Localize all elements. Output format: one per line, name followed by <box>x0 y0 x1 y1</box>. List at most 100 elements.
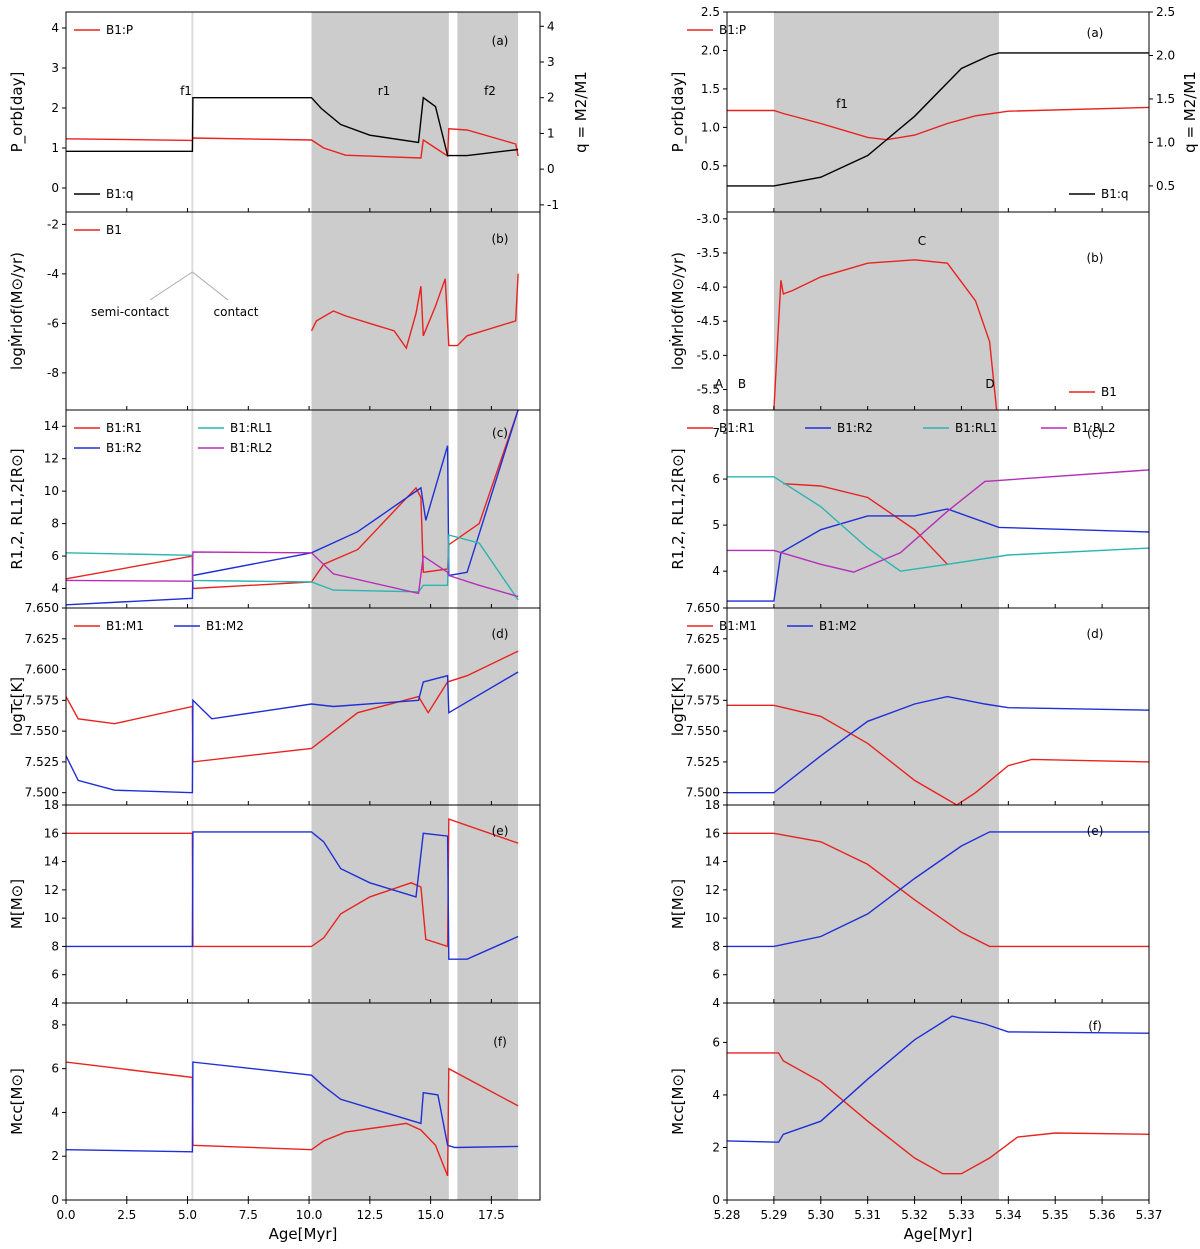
y-tick-label: -8 <box>47 366 59 380</box>
panel-c-left: 4 6 8 10 12 14 R1,2, RL1,2[R⊙] (c) B1:R1 B1:R2 B1:… <box>8 409 541 609</box>
annotation-phase: f2 <box>484 84 496 98</box>
y-axis-label: M[M⊙] <box>669 879 687 929</box>
series-line-b1-m1 <box>66 818 519 948</box>
shaded-region <box>311 12 449 212</box>
y-tick-label: 5 <box>712 518 720 532</box>
shaded-region <box>457 1003 519 1200</box>
panel-a-left: 0 1 2 3 4 -1 0 1 2 3 4 q = M2/M1 P_orb[day] (a) B1:P B1… <box>8 11 590 213</box>
panel-label: (c) <box>492 426 508 440</box>
y-tick-label: 16 <box>705 826 720 840</box>
y-tick-label: 2.0 <box>701 43 720 57</box>
panel-b-right: -3.0 -3.5 -4.0 -4.5 -5.0 -5.5 8 logṀrlof(M⊙/yr)… <box>668 211 1150 417</box>
series-line-b1-r2 <box>727 508 1149 602</box>
y-tick-label: 0.5 <box>701 159 720 173</box>
y2-tick-label: 2.5 <box>1156 5 1175 19</box>
panel-label: (f) <box>1088 1019 1102 1033</box>
y-tick-label: 4 <box>712 996 720 1010</box>
annotation-point: A <box>715 377 724 391</box>
y-tick-label: 12 <box>44 883 59 897</box>
legend-label: B1:M1 <box>719 619 757 633</box>
annotation-contact: contact <box>214 305 259 319</box>
annotation-pointer <box>192 271 229 301</box>
legend-label: B1 <box>1101 385 1117 399</box>
y-tick-label: -5.5 <box>697 383 720 397</box>
y-tick-label: 18 <box>705 798 720 812</box>
panel-f-right: 0 2 4 6 Mcc[M⊙] (f) <box>669 1002 1150 1207</box>
y-axis-label: P_orb[day] <box>8 72 27 153</box>
legend-label: B1:RL1 <box>955 421 998 435</box>
y-tick-label: 14 <box>705 855 720 869</box>
shaded-region <box>773 12 999 212</box>
y-axis-label: R1,2, RL1,2[R⊙] <box>8 448 26 569</box>
legend-label: B1:RL2 <box>230 441 273 455</box>
series-line-b1-q <box>66 96 519 157</box>
panel-a-right: 0.5 1.0 1.5 2.0 2.5 0.5 1.0 1.5 2.0 2.5 q = M2/M1 P… <box>669 5 1199 213</box>
y-tick-label: 7.550 <box>25 724 59 738</box>
y2-tick-label: 4 <box>547 19 555 33</box>
y-tick-label: 8 <box>712 403 720 417</box>
series-line-b1 <box>310 273 519 350</box>
y-tick-label: 1 <box>51 141 59 155</box>
series-line-b1-m1 <box>66 650 519 763</box>
y-tick-label: 7.600 <box>686 663 720 677</box>
y-tick-label: -4.5 <box>697 314 720 328</box>
shaded-region <box>311 805 449 1003</box>
legend-label: B1:R2 <box>106 441 142 455</box>
y-tick-label: 7.575 <box>25 693 59 707</box>
x-tick-label: 5.31 <box>854 1208 881 1222</box>
shaded-region <box>311 1003 449 1200</box>
y-tick-label: 4 <box>51 996 59 1010</box>
y2-tick-label: 0 <box>547 162 555 176</box>
shaded-region <box>773 212 999 410</box>
panel-e-right: 4 6 8 10 12 14 16 18 M[M⊙] (e) <box>669 798 1150 1010</box>
panel-label: (e) <box>1087 824 1104 838</box>
y-tick-label: 7 <box>712 426 720 440</box>
x-tick-label: 17.5 <box>478 1208 505 1222</box>
y-tick-label: -6 <box>47 316 59 330</box>
shaded-region <box>457 805 519 1003</box>
y2-tick-label: -1 <box>547 198 559 212</box>
y-tick-label: 1.5 <box>701 82 720 96</box>
y-tick-label: 0 <box>51 181 59 195</box>
y-tick-label: 2 <box>712 1140 720 1154</box>
y-axis-label: logṀrlof(M⊙/yr) <box>7 252 26 370</box>
panel-f-left: 0 2 4 6 8 Mcc[M⊙] (f) <box>8 1002 541 1207</box>
y-tick-label: 14 <box>44 855 59 869</box>
y-tick-label: -3.5 <box>697 246 720 260</box>
y-tick-label: 7.600 <box>25 663 59 677</box>
y-tick-label: 7.500 <box>686 786 720 800</box>
panel-label: (d) <box>1087 627 1104 641</box>
y-tick-label: 2 <box>51 101 59 115</box>
legend-label: B1:R1 <box>719 421 755 435</box>
y2-tick-label: 2.0 <box>1156 48 1175 62</box>
y-axis-label: P_orb[day] <box>669 72 688 153</box>
y-tick-label: 3 <box>51 61 59 75</box>
y-tick-label: 7.525 <box>25 755 59 769</box>
y-tick-label: -2 <box>47 217 59 231</box>
y-tick-label: 7.650 <box>25 601 59 615</box>
y-tick-label: 14 <box>44 419 59 433</box>
panel-e-left: 4 6 8 10 12 14 16 18 M[M⊙] (e) <box>8 798 541 1010</box>
annotation-phase: f1 <box>836 97 848 111</box>
legend-label: B1 <box>106 223 122 237</box>
legend-label: B1:RL2 <box>1073 421 1116 435</box>
y-tick-label: 6 <box>712 968 720 982</box>
legend-label: B1:P <box>106 23 133 37</box>
x-axis-label: Age[Myr] <box>904 1225 973 1243</box>
y-tick-label: 6 <box>51 968 59 982</box>
y-tick-label: -5.0 <box>697 348 720 362</box>
legend-label: B1:M2 <box>206 619 244 633</box>
shaded-region <box>773 1003 999 1200</box>
shaded-region <box>457 212 519 410</box>
y-tick-label: 4 <box>51 1105 59 1119</box>
y-axis-label: Mcc[M⊙] <box>8 1068 26 1135</box>
annotation-point: B <box>738 377 746 391</box>
x-tick-label: 5.36 <box>1089 1208 1116 1222</box>
y-tick-label: 2 <box>51 1149 59 1163</box>
x-tick-label: 10.0 <box>296 1208 323 1222</box>
series-line-b1 <box>773 259 998 410</box>
panel-d-right: 7.500 7.525 7.550 7.575 7.600 7.625 7.650 logTc… <box>669 601 1150 806</box>
series-line-b1-m2 <box>66 831 519 960</box>
legend-label: B1:q <box>106 187 134 201</box>
y-tick-label: 2.5 <box>701 5 720 19</box>
